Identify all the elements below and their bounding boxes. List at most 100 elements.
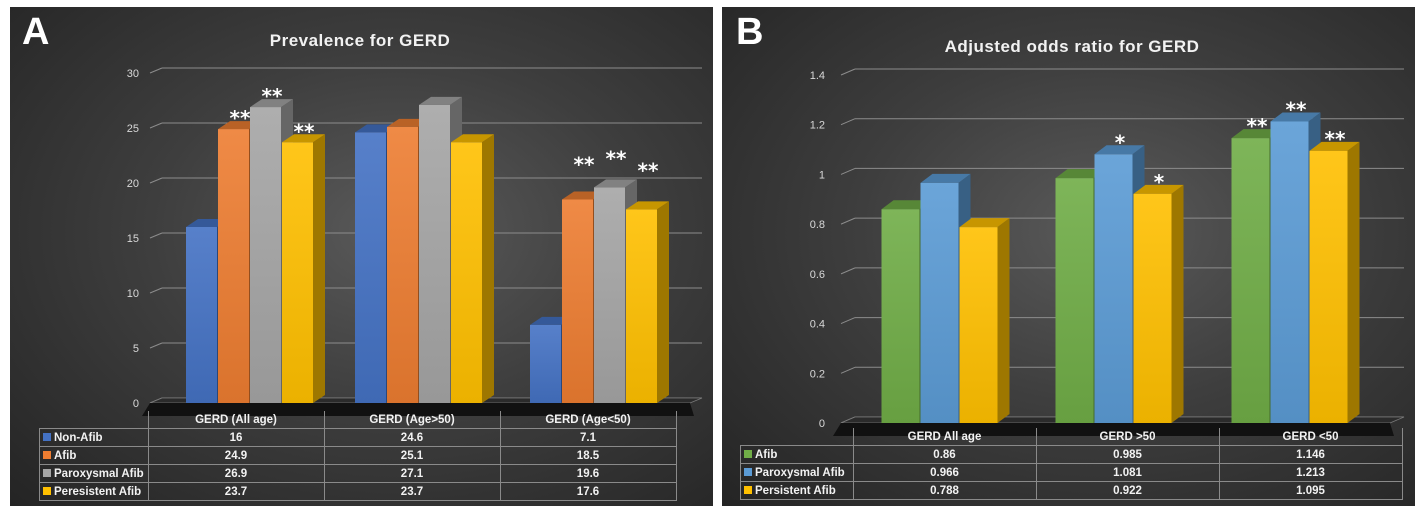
significance-annotation: * [1115,130,1126,154]
bar [626,209,657,403]
legend-label: Paroxysmal Afib [54,467,144,480]
gridline-side [840,267,856,275]
gridline-side [840,68,856,76]
bar [530,324,561,403]
table-value-cell: 0.985 [1035,445,1220,464]
bar-top [1270,112,1321,122]
gridline-side [840,118,856,126]
significance-annotation: * [1154,170,1165,194]
bar-top [881,200,932,210]
table-category-header: GERD (Age<50) [499,411,677,429]
y-tick-label: 1.4 [810,70,825,82]
bar-top [920,173,971,183]
table-value-cell: 1.146 [1218,445,1403,464]
bar [186,227,217,403]
y-tick-label: 0.2 [810,368,825,380]
bar [1270,121,1309,424]
bar-top [1309,141,1360,151]
gridline-side [840,317,856,325]
bar [451,142,482,404]
table-value-cell: 23.7 [147,482,325,501]
bar [250,107,281,403]
chart-title-b: Adjusted odds ratio for GERD [944,37,1200,56]
table-value-cell: 0.966 [852,463,1037,482]
table-value-cell: 0.788 [852,481,1037,500]
table-row: Non-Afib 16 24.6 7.1 [39,428,677,447]
gridline-side [149,232,163,239]
table-value-cell: 1.081 [1035,463,1220,482]
chart-panel-a: A Prevalence for GERD 0 5 10 15 20 25 30 ** ** **… [10,7,713,506]
y-tick-label: 5 [133,343,139,355]
significance-annotation: ** [1325,127,1346,151]
table-row: Paroxysmal Afib 26.9 27.1 19.6 [39,464,677,483]
bar [419,104,450,404]
table-value-cell: 7.1 [499,428,677,447]
legend-label: Paroxysmal Afib [755,466,845,479]
significance-annotation: ** [262,84,283,108]
bar [1133,193,1172,423]
y-tick-label: 1.2 [810,120,825,132]
bar [881,209,920,423]
table-value-cell: 17.6 [499,482,677,501]
legend-label: Non-Afib [54,431,103,444]
panel-label-b: B [736,11,764,53]
table-value-cell: 24.9 [147,446,325,465]
bar [594,187,625,403]
significance-annotation: ** [1286,97,1307,121]
legend-swatch [744,467,752,476]
bar-top [1094,145,1145,155]
y-tick-label: 10 [127,288,139,300]
y-tick-label: 0 [819,418,825,430]
table-category-header: GERD <50 [1218,428,1403,446]
table-category-header: GERD (All age) [147,411,325,429]
y-tick-label: 30 [127,68,139,80]
bar [387,126,418,404]
y-tick-label: 0.8 [810,219,825,231]
bar [282,142,313,404]
legend-swatch [43,432,51,441]
table-category-header: GERD All age [852,428,1037,446]
series-legend-cell: Persistent Afib [740,481,854,500]
bar [1055,178,1094,423]
table-value-cell: 18.5 [499,446,677,465]
legend-swatch [43,450,51,459]
y-tick-label: 1 [819,169,825,181]
series-legend-cell: Non-Afib [39,428,149,447]
plot-area-a: 0 5 10 15 20 25 30 ** ** ** ** ** ** [127,67,703,416]
legend-label: Peresistent Afib [54,485,142,498]
gridline-side [149,122,163,129]
gridline-side [840,167,856,175]
table-category-header: GERD >50 [1035,428,1220,446]
y-tick-label: 0.6 [810,269,825,281]
bar-top [1133,184,1184,194]
y-tick-label: 20 [127,178,139,190]
bar [1309,150,1348,424]
table-row: Paroxysmal Afib 0.966 1.081 1.213 [740,463,1403,482]
bar-top [959,218,1010,228]
panel-label-a: A [22,11,50,53]
bar [218,129,249,403]
data-table-a: GERD (All age) GERD (Age>50) GERD (Age<50)… [39,411,677,501]
series-legend-cell: Afib [39,446,149,465]
bar-side [997,218,1010,423]
bar-top [1231,129,1282,139]
data-table-b: GERD All age GERD >50 GERD <50 Afib 0.86 0.98… [740,428,1403,500]
bar-side [482,134,494,404]
table-value-cell: 1.213 [1218,463,1403,482]
legend-swatch [43,468,51,477]
bar-top [250,99,293,108]
bar-top [626,201,669,210]
bar [920,182,959,423]
significance-annotation: ** [230,106,251,130]
table-value-cell: 0.922 [1035,481,1220,500]
series-legend-cell: Paroxysmal Afib [39,464,149,483]
bar-top [1055,169,1106,179]
legend-swatch [744,449,752,458]
gridline-side [149,342,163,349]
significance-annotation: ** [294,119,315,143]
table-row: Afib 0.86 0.985 1.146 [740,445,1403,464]
table-value-cell: 19.6 [499,464,677,483]
significance-annotation: ** [638,158,659,182]
significance-annotation: ** [574,153,595,177]
y-tick-label: 15 [127,233,139,245]
